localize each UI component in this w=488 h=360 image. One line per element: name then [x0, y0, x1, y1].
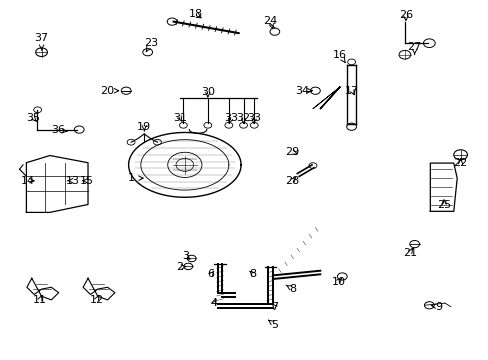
Text: 25: 25 — [436, 200, 450, 210]
Text: 15: 15 — [80, 176, 94, 186]
Text: 33: 33 — [247, 113, 261, 123]
Text: 10: 10 — [331, 276, 345, 287]
Text: 33: 33 — [224, 113, 237, 123]
Text: 9: 9 — [430, 302, 442, 312]
Text: 8: 8 — [249, 269, 256, 279]
Text: 35: 35 — [26, 113, 40, 123]
Text: 1: 1 — [127, 173, 143, 183]
Text: 23: 23 — [144, 38, 158, 51]
Text: 14: 14 — [21, 176, 35, 186]
Text: 37: 37 — [35, 33, 48, 50]
Text: 21: 21 — [402, 248, 416, 258]
Text: 29: 29 — [285, 147, 299, 157]
Text: 3: 3 — [182, 251, 189, 261]
Text: 32: 32 — [236, 113, 250, 123]
Text: 34: 34 — [295, 86, 312, 96]
Text: 6: 6 — [207, 269, 214, 279]
Text: 13: 13 — [65, 176, 79, 186]
Text: 11: 11 — [33, 294, 47, 305]
Text: 36: 36 — [51, 125, 67, 135]
Text: 8: 8 — [285, 284, 295, 294]
Text: 20: 20 — [101, 86, 119, 96]
Text: 19: 19 — [137, 122, 151, 132]
Text: 5: 5 — [268, 320, 278, 330]
Text: 30: 30 — [201, 87, 214, 97]
Text: 22: 22 — [452, 158, 467, 168]
Text: 24: 24 — [263, 16, 277, 29]
Text: 12: 12 — [90, 294, 103, 305]
Text: 28: 28 — [285, 176, 299, 186]
Text: 16: 16 — [332, 50, 346, 63]
Text: 18: 18 — [188, 9, 202, 19]
Text: 2: 2 — [176, 262, 186, 272]
Text: 31: 31 — [173, 113, 186, 123]
Text: 17: 17 — [345, 86, 358, 96]
Text: 26: 26 — [398, 10, 412, 21]
Text: 27: 27 — [407, 42, 421, 55]
Text: 7: 7 — [271, 302, 278, 312]
Text: 4: 4 — [210, 298, 217, 308]
